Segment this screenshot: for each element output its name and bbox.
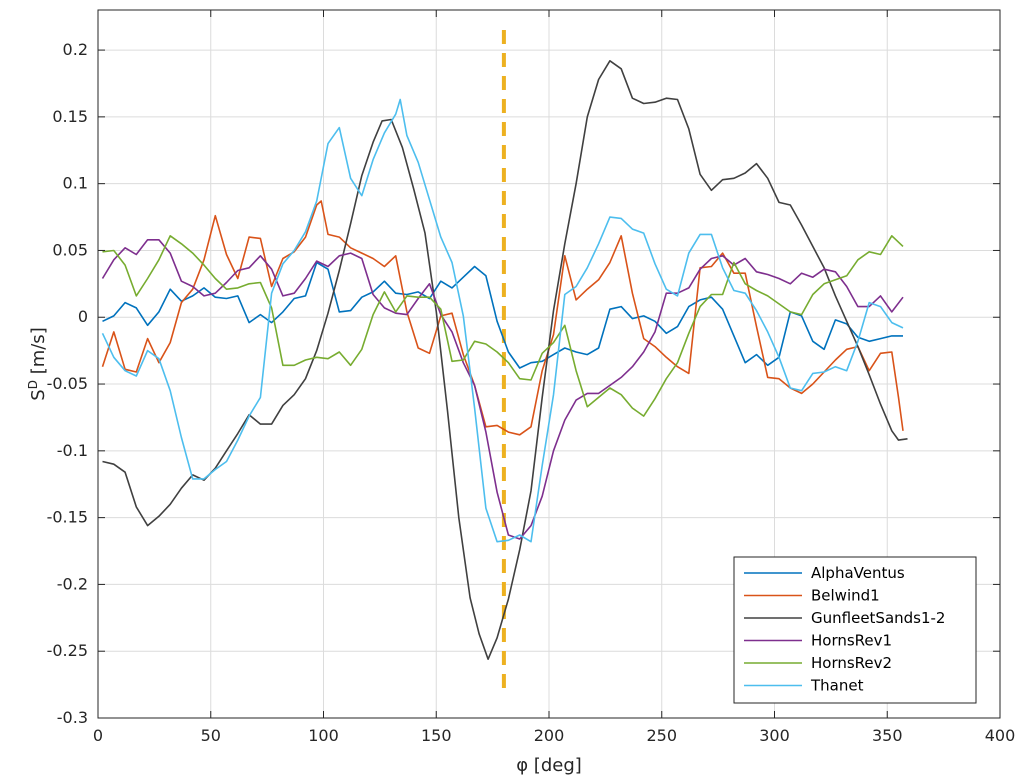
y-tick-label: -0.1 [57,441,88,460]
y-tick-label: -0.15 [47,508,88,527]
series-line-hornsrev1 [101,239,904,540]
series-line-hornsrev2 [102,235,904,417]
ticks: 0 50 100 150 200 250 300 350 400 -0.3 -0.25 -0.2 -0.… [47,10,1016,745]
y-tick-label: 0.2 [63,40,88,59]
y-tick-label: -0.3 [57,708,88,727]
y-tick-label: 0.1 [63,174,88,193]
series-line-belwind1 [101,200,904,436]
y-axis-label: SD [m/s] [26,327,49,400]
legend-entry: GunfleetSands1-2 [811,609,945,627]
x-tick-label: 250 [646,726,677,745]
legend-box [733,556,977,704]
y-tick-label: 0.05 [52,240,88,259]
axis-labels: φ [deg] SD [m/s] [26,327,582,776]
y-tick-label: -0.05 [47,374,88,393]
series-line-thanet [101,98,904,543]
x-tick-label: 50 [201,726,221,745]
x-tick-label: 400 [985,726,1016,745]
y-tick-label: -0.2 [57,574,88,593]
y-axis-label-superscript: D [26,380,40,389]
x-tick-label: 0 [93,726,103,745]
x-axis-label: φ [deg] [516,755,582,776]
legend-entry: HornsRev1 [811,632,892,650]
y-tick-label: 0.15 [52,107,88,126]
y-axis-label-unit: [m/s] [28,327,49,380]
y-tick-label: -0.25 [47,641,88,660]
x-tick-label: 300 [759,726,790,745]
x-tick-label: 150 [421,726,452,745]
x-tick-label: 200 [534,726,565,745]
legend: AlphaVentus Belwind1 GunfleetSands1-2 Horns… [733,556,977,704]
y-axis-label-base: S [28,389,49,400]
legend-entry: AlphaVentus [811,564,905,582]
legend-entry: HornsRev2 [811,654,892,672]
y-tick-label: 0 [78,307,88,326]
series-line-alphaventus [102,261,903,369]
series-line-gunfleetsands1-2 [102,59,908,661]
x-tick-label: 350 [872,726,903,745]
series-layer [101,59,908,661]
legend-entry: Belwind1 [811,587,880,605]
x-tick-label: 100 [308,726,339,745]
legend-entry: Thanet [810,677,864,695]
